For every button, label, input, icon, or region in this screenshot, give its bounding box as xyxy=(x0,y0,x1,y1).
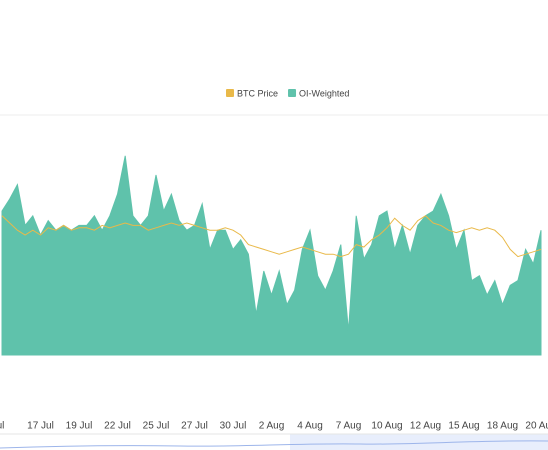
x-tick-label: 20 Aug xyxy=(525,421,548,432)
legend-swatch xyxy=(288,89,297,97)
x-tick-label: 18 Aug xyxy=(487,421,518,432)
x-tick-label: 2 Aug xyxy=(259,421,285,432)
navigator-line xyxy=(0,440,548,449)
x-tick-label: 17 Jul xyxy=(27,421,54,432)
x-tick-label: 27 Jul xyxy=(181,421,208,432)
x-tick-label: 10 Aug xyxy=(371,421,402,432)
legend-label: BTC Price xyxy=(237,88,278,98)
price-line xyxy=(1,215,542,258)
x-tick-label: 15 Aug xyxy=(448,421,479,432)
oi-area xyxy=(1,155,542,356)
legend-label: OI-Weighted xyxy=(299,88,349,98)
navigator-window[interactable] xyxy=(290,434,548,450)
x-tick-label: 19 Jul xyxy=(66,421,93,432)
x-tick-label: 12 Aug xyxy=(410,421,441,432)
x-tick-label: Jul xyxy=(0,421,4,432)
x-tick-label: 7 Aug xyxy=(336,421,362,432)
x-tick-label: 4 Aug xyxy=(297,421,323,432)
x-tick-label: 22 Jul xyxy=(104,421,131,432)
legend-swatch xyxy=(226,89,234,97)
plot: BTC Price OI-Weighted Jul 17 Jul 19 Jul 22 Ju… xyxy=(0,88,548,432)
x-tick-label: 30 Jul xyxy=(220,421,247,432)
x-tick-label: 25 Jul xyxy=(143,421,170,432)
